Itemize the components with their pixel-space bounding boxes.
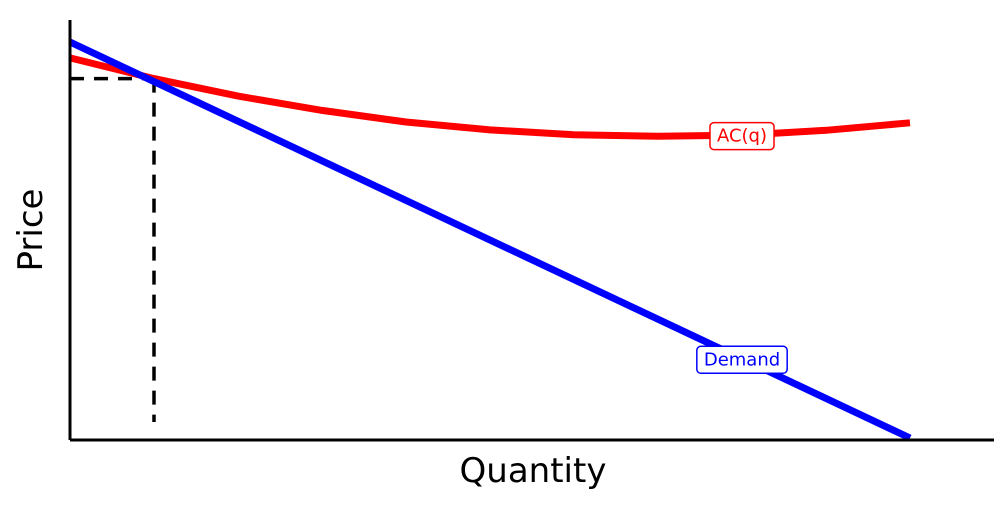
series-label-text-demand: Demand [704, 349, 780, 370]
plot-area: AC(q) Demand [68, 38, 912, 442]
series-line-ac-q [69, 54, 911, 140]
series-label-box-demand [696, 345, 788, 375]
x-axis-title: Quantity [460, 451, 607, 491]
series-label-text-ac-q: AC(q) [717, 126, 767, 147]
series-label-ac-q: AC(q) [709, 121, 775, 151]
series-label-demand: Demand [696, 345, 788, 375]
series-line-demand [68, 38, 912, 442]
series-label-box-ac-q [709, 121, 775, 151]
y-axis-title: Price [11, 189, 51, 272]
